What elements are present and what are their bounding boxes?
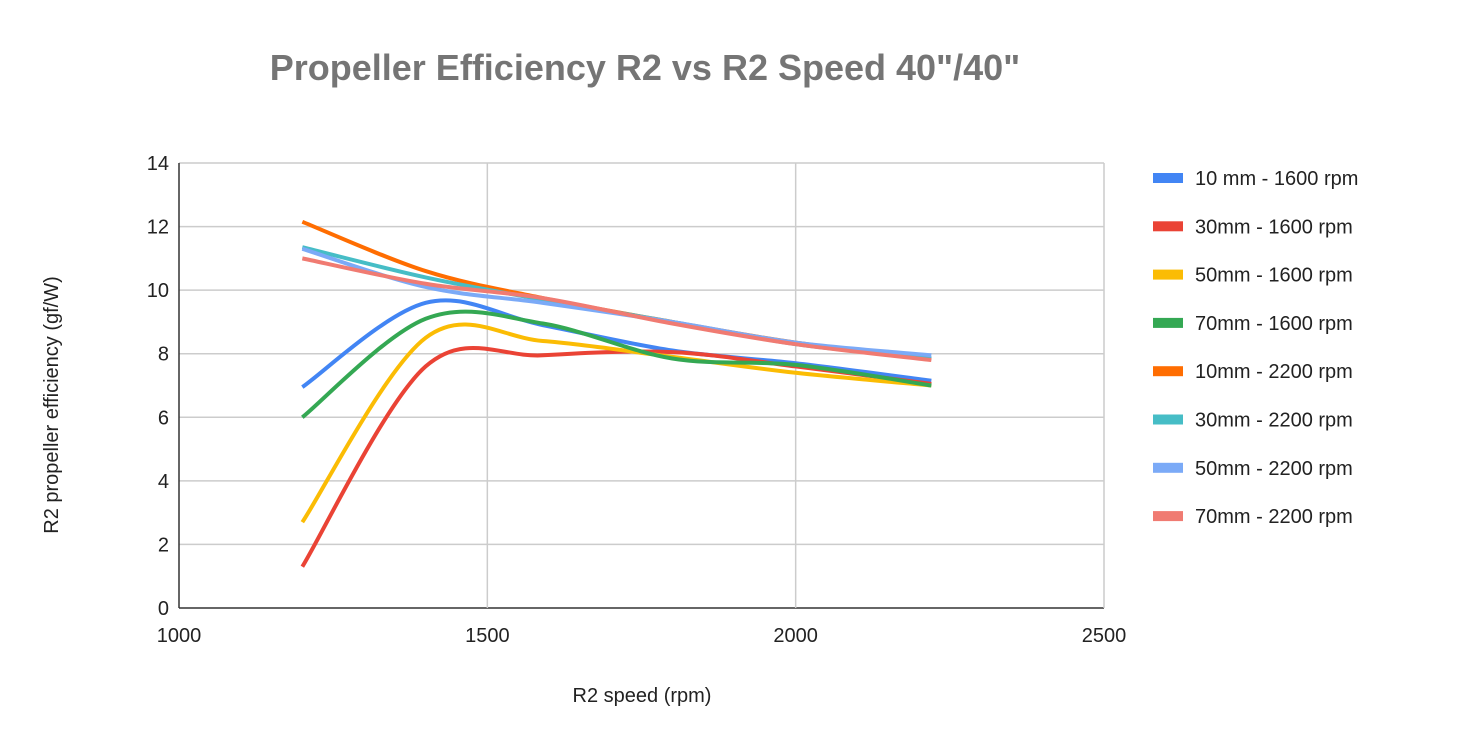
series-line <box>300 345 932 568</box>
legend-label: 10 mm - 1600 rpm <box>1195 168 1358 190</box>
legend-label: 70mm - 1600 rpm <box>1195 313 1353 335</box>
legend-label: 50mm - 1600 rpm <box>1195 265 1353 287</box>
legend-swatch <box>1153 221 1183 232</box>
legend-swatch <box>1153 269 1183 280</box>
x-tick-label: 1000 <box>157 625 202 647</box>
legend-swatch <box>1153 317 1183 328</box>
legend-label: 10mm - 2200 rpm <box>1195 361 1353 383</box>
chart-title: Propeller Efficiency R2 vs R2 Speed 40"/… <box>270 47 1020 88</box>
legend-label: 30mm - 2200 rpm <box>1195 410 1353 432</box>
legend-label: 70mm - 2200 rpm <box>1195 506 1353 528</box>
y-tick-label: 6 <box>158 407 169 429</box>
x-axis-label: R2 speed (rpm) <box>573 685 712 707</box>
legend-swatch <box>1153 366 1183 377</box>
y-tick-label: 4 <box>158 471 169 493</box>
y-tick-label: 0 <box>158 598 169 620</box>
y-tick-label: 12 <box>147 217 169 239</box>
y-tick-label: 2 <box>158 534 169 556</box>
legend-swatch <box>1153 511 1183 522</box>
legend-label: 30mm - 1600 rpm <box>1195 216 1353 238</box>
legend-swatch <box>1153 462 1183 473</box>
x-tick-label: 1500 <box>465 625 510 647</box>
x-tick-label: 2500 <box>1082 625 1127 647</box>
legend-swatch <box>1153 173 1183 183</box>
y-tick-label: 10 <box>147 280 169 302</box>
y-tick-label: 8 <box>158 344 169 366</box>
y-tick-label: 14 <box>147 153 169 175</box>
series-line <box>301 309 932 419</box>
x-tick-label: 2000 <box>773 625 818 647</box>
legend-swatch <box>1153 414 1183 425</box>
legend-label: 50mm - 2200 rpm <box>1195 458 1353 480</box>
series-line <box>301 256 932 363</box>
y-axis-label: R2 propeller efficiency (gf/W) <box>41 276 63 534</box>
series-line <box>300 322 932 524</box>
